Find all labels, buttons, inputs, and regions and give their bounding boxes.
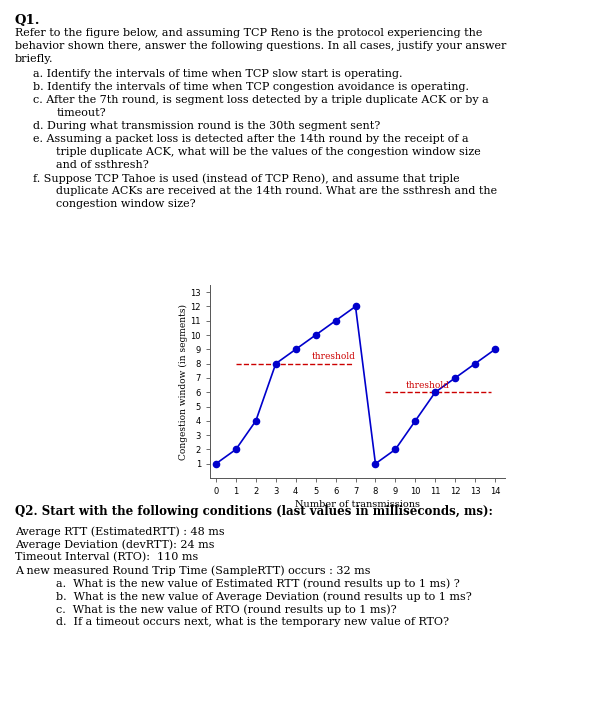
Text: A new measured Round Trip Time (SampleRTT) occurs : 32 ms: A new measured Round Trip Time (SampleRT… xyxy=(15,565,370,575)
Text: Timeout Interval (RTO):  110 ms: Timeout Interval (RTO): 110 ms xyxy=(15,552,198,563)
Text: timeout?: timeout? xyxy=(56,108,106,118)
Text: c. After the 7th round, is segment loss detected by a triple duplicate ACK or by: c. After the 7th round, is segment loss … xyxy=(33,95,488,105)
Point xyxy=(211,458,221,470)
Text: threshold: threshold xyxy=(312,352,356,362)
Point xyxy=(470,358,480,369)
Text: d. During what transmission round is the 30th segment sent?: d. During what transmission round is the… xyxy=(33,121,380,131)
Point xyxy=(391,443,400,455)
Point xyxy=(371,458,380,470)
Point xyxy=(331,315,340,326)
Text: e. Assuming a packet loss is detected after the 14th round by the receipt of a: e. Assuming a packet loss is detected af… xyxy=(33,134,468,144)
Text: threshold: threshold xyxy=(405,381,449,390)
Point xyxy=(291,344,301,355)
Text: congestion window size?: congestion window size? xyxy=(56,199,196,209)
Text: briefly.: briefly. xyxy=(15,54,53,64)
Point xyxy=(271,358,280,369)
Point xyxy=(311,329,320,341)
Text: Refer to the figure below, and assuming TCP Reno is the protocol experiencing th: Refer to the figure below, and assuming … xyxy=(15,28,482,38)
Point xyxy=(410,415,420,427)
Text: a. Identify the intervals of time when TCP slow start is operating.: a. Identify the intervals of time when T… xyxy=(33,69,402,79)
Point xyxy=(231,443,241,455)
Point xyxy=(350,301,360,312)
Text: and of ssthresh?: and of ssthresh? xyxy=(56,160,149,170)
Point xyxy=(251,415,261,427)
Point xyxy=(450,372,460,384)
Text: triple duplicate ACK, what will be the values of the congestion window size: triple duplicate ACK, what will be the v… xyxy=(56,147,481,157)
Text: c.  What is the new value of RTO (round results up to 1 ms)?: c. What is the new value of RTO (round r… xyxy=(56,604,397,615)
Text: behavior shown there, answer the following questions. In all cases, justify your: behavior shown there, answer the followi… xyxy=(15,41,506,51)
Text: d.  If a timeout occurs next, what is the temporary new value of RTO?: d. If a timeout occurs next, what is the… xyxy=(56,617,450,627)
Text: Q1.: Q1. xyxy=(15,14,40,27)
Text: a.  What is the new value of Estimated RTT (round results up to 1 ms) ?: a. What is the new value of Estimated RT… xyxy=(56,578,460,589)
Text: duplicate ACKs are received at the 14th round. What are the ssthresh and the: duplicate ACKs are received at the 14th … xyxy=(56,186,498,196)
Text: Average RTT (EstimatedRTT) : 48 ms: Average RTT (EstimatedRTT) : 48 ms xyxy=(15,526,225,537)
Y-axis label: Congestion window (in segments): Congestion window (in segments) xyxy=(178,303,188,460)
Text: f. Suppose TCP Tahoe is used (instead of TCP Reno), and assume that triple: f. Suppose TCP Tahoe is used (instead of… xyxy=(33,173,459,183)
X-axis label: Number of transmissions: Number of transmissions xyxy=(295,500,420,509)
Text: Q2. Start with the following conditions (last values in milliseconds, ms):: Q2. Start with the following conditions … xyxy=(15,505,493,518)
Text: b.  What is the new value of Average Deviation (round results up to 1 ms?: b. What is the new value of Average Devi… xyxy=(56,591,472,601)
Point xyxy=(490,344,500,355)
Text: b. Identify the intervals of time when TCP congestion avoidance is operating.: b. Identify the intervals of time when T… xyxy=(33,82,469,92)
Text: Average Deviation (devRTT): 24 ms: Average Deviation (devRTT): 24 ms xyxy=(15,539,214,550)
Point xyxy=(431,386,440,398)
